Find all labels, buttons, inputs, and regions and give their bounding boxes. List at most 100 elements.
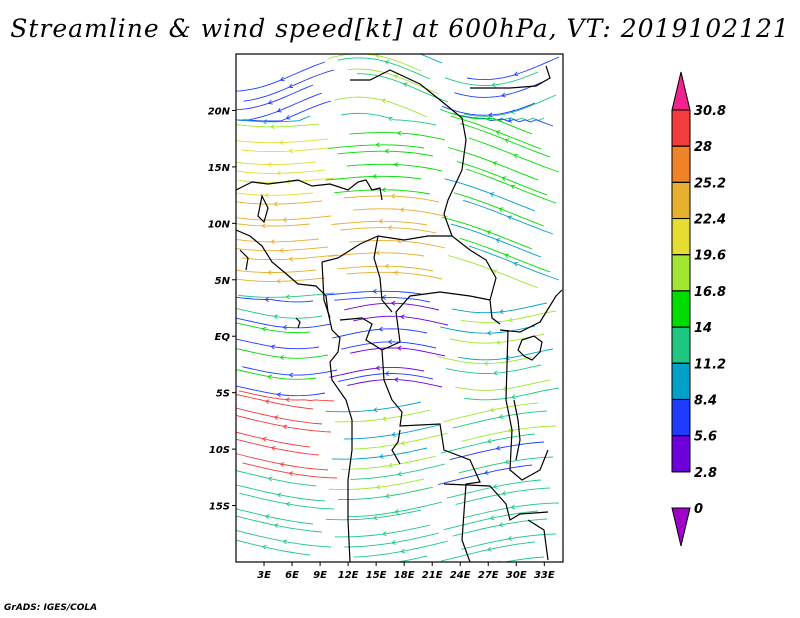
colorbar: 30.8 28 25.2 22.4 19.6 16.8 14 11.2 8.4 5.6 2.8 0 [671, 71, 726, 547]
streamline [334, 189, 431, 195]
streamline [341, 455, 437, 470]
streamline [419, 54, 443, 64]
colorbar-segment [671, 181, 691, 220]
grads-credit: GrADS: IGES/COLA [4, 603, 98, 613]
colorbar-label: 30.8 [694, 104, 726, 119]
streamline [452, 518, 548, 537]
streamline-arrow [375, 484, 381, 490]
streamline-arrow [491, 82, 496, 88]
streamline-arrow [393, 162, 399, 168]
streamline [437, 464, 533, 485]
streamline-arrow [382, 561, 383, 562]
streamline-arrow [489, 192, 495, 197]
streamline-arrow [285, 115, 291, 120]
streamline-arrow [495, 445, 501, 451]
colorbar-label: 22.4 [694, 213, 726, 228]
colorbar-cap-top [671, 71, 691, 111]
map-frame [235, 53, 564, 563]
streamline-arrow [288, 83, 294, 89]
streamline [444, 71, 539, 86]
streamline-arrow [500, 92, 506, 98]
streamline-arrow [273, 201, 278, 207]
streamline-arrow [279, 462, 285, 467]
lon-tick-label: 3E [257, 570, 271, 581]
streamline [446, 364, 542, 374]
streamline-arrow [501, 176, 507, 181]
streamline-arrow [288, 372, 294, 378]
lon-tick-label: 27E [478, 570, 499, 581]
streamline-arrow [513, 71, 519, 77]
streamline [350, 463, 446, 480]
lat-tick-label: 10N [208, 219, 231, 230]
streamline-arrow [511, 394, 516, 400]
streamline [444, 178, 536, 212]
streamline-arrow [483, 361, 489, 366]
streamline-arrow [505, 355, 510, 361]
streamline [236, 200, 323, 205]
lat-tick-label: EQ [215, 332, 231, 343]
streamline-arrow [267, 476, 273, 482]
streamline [461, 425, 557, 442]
streamline [236, 530, 332, 548]
colorbar-segment [671, 362, 691, 400]
streamline-arrow [279, 140, 284, 145]
streamline-arrow [282, 217, 287, 223]
streamline-arrow [378, 453, 384, 459]
streamline-arrow [285, 501, 291, 507]
streamline [454, 79, 548, 98]
streamline [352, 208, 449, 218]
streamline-arrow [267, 99, 273, 105]
streamline-arrow [261, 544, 267, 550]
streamline [346, 163, 443, 172]
streamline-arrow [276, 107, 282, 113]
streamline [353, 432, 449, 450]
streamline-arrow [499, 309, 504, 315]
streamline [236, 296, 314, 303]
colorbar-label: 5.6 [694, 430, 717, 445]
streamline-arrow [372, 407, 378, 413]
streamline-arrow [399, 314, 405, 320]
streamline-arrow [288, 148, 293, 154]
streamline-arrow [504, 459, 510, 465]
streamline [236, 192, 314, 196]
streamline-arrow [507, 117, 512, 123]
streamline-arrow [276, 492, 282, 498]
lon-tick-label: 24E [450, 570, 471, 581]
lat-tick-label: 10S [209, 445, 230, 456]
streamline [236, 431, 311, 448]
colorbar-label: 8.4 [694, 393, 717, 408]
streamline [347, 501, 443, 518]
streamline-arrow [384, 263, 390, 269]
streamline [236, 539, 311, 556]
streamline-arrow [261, 326, 267, 332]
streamline [452, 302, 548, 314]
streamline-arrow [501, 490, 507, 496]
streamline-arrow [384, 148, 390, 154]
lat-tick-label: 5N [215, 276, 231, 287]
streamline-arrow [390, 193, 396, 199]
colorbar-segment [671, 435, 691, 473]
streamline [239, 492, 335, 510]
streamline-arrow [372, 515, 378, 521]
streamline [331, 220, 428, 226]
streamline [236, 484, 326, 502]
streamline-arrow [375, 142, 380, 148]
colorbar-label: 16.8 [694, 285, 726, 300]
colorbar-label: 0 [694, 502, 703, 517]
colorbar-label: 2.8 [694, 466, 717, 481]
streamline-arrow [400, 440, 406, 446]
streamline [447, 147, 539, 181]
streamline-arrow [262, 119, 267, 125]
streamline-arrow [387, 225, 393, 231]
streamline-arrow [261, 223, 266, 229]
streamline-arrow [507, 215, 513, 221]
streamline [236, 322, 311, 334]
streamline [329, 366, 425, 378]
coastlines-borders [236, 65, 563, 562]
streamline-arrow [393, 377, 399, 383]
streamline [236, 61, 326, 92]
streamline [466, 56, 560, 81]
colorbar-segment [671, 109, 691, 147]
streamline-arrow [264, 297, 269, 302]
